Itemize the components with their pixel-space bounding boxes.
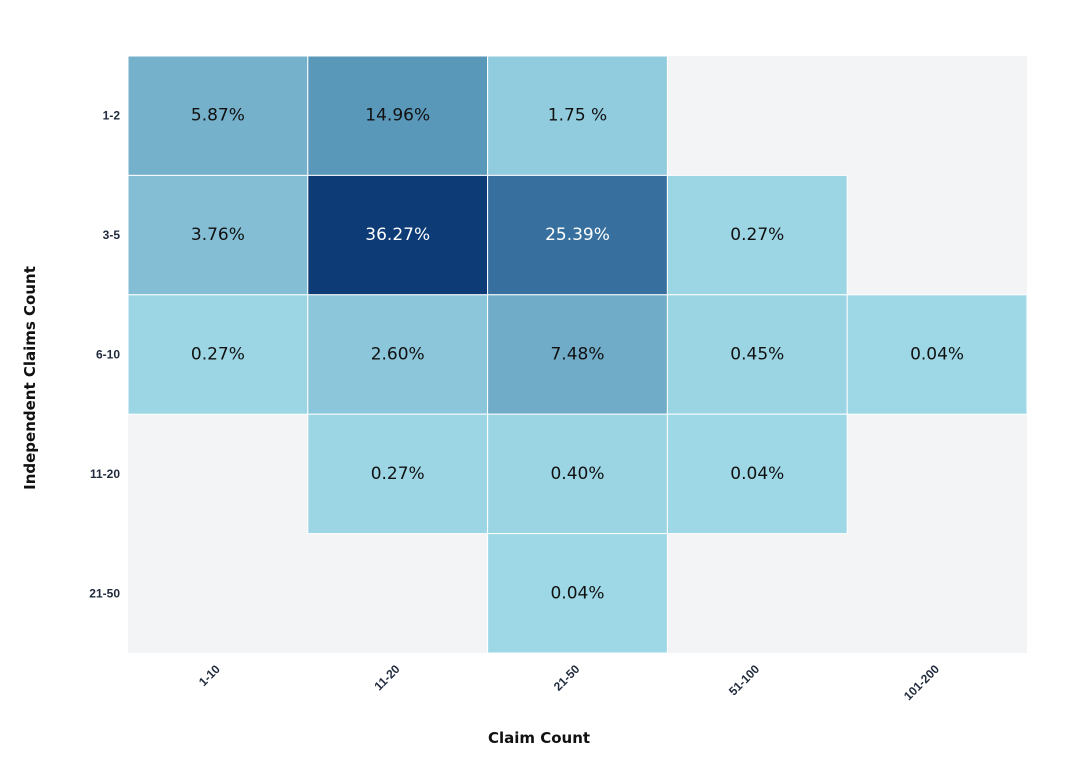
y-tick-label: 11-20 bbox=[90, 467, 120, 481]
cell-value-label: 0.45% bbox=[730, 345, 784, 365]
heatmap-cell-21-50-21-50[interactable] bbox=[487, 533, 668, 654]
y-tick-label: 3-5 bbox=[103, 228, 121, 242]
cell-value-label: 0.04% bbox=[910, 345, 964, 365]
cell-value-label: 3.76% bbox=[191, 225, 245, 245]
heatmap-cell-11-20-21-50[interactable] bbox=[487, 413, 668, 535]
cell-value-label: 25.39% bbox=[545, 225, 610, 245]
heatmap-cell-11-20-51-100[interactable] bbox=[666, 413, 848, 535]
cell-value-label: 14.96% bbox=[365, 106, 430, 126]
cell-value-label: 7.48% bbox=[550, 345, 604, 365]
heatmap-cell-11-20-11-20[interactable] bbox=[307, 413, 489, 535]
y-axis-title: Independent Claims Count bbox=[21, 266, 39, 490]
cell-value-label: 0.04% bbox=[730, 464, 784, 484]
y-tick-label: 6-10 bbox=[96, 348, 120, 362]
heatmap-cell-1-2-11-20[interactable] bbox=[307, 55, 489, 176]
heatmap-cell-6-10-21-50[interactable] bbox=[487, 294, 668, 415]
cell-value-label: 0.27% bbox=[191, 345, 245, 365]
cell-value-label: 5.87% bbox=[191, 106, 245, 126]
y-tick-label: 21-50 bbox=[89, 586, 120, 600]
cell-labels: 5.87% 14.96% 1.75 % 3.76% 36.27% 25.39% 0.27% 0… bbox=[191, 106, 964, 604]
y-tick-label: 1-2 bbox=[103, 109, 121, 123]
cell-value-label: 0.27% bbox=[730, 225, 784, 245]
cell-value-label: 1.75 % bbox=[548, 106, 607, 126]
heatmap-cell-1-2-1-10[interactable] bbox=[127, 55, 309, 176]
heatmap-cell-3-5-1-10[interactable] bbox=[127, 174, 309, 296]
x-axis-title: Claim Count bbox=[488, 729, 590, 747]
heatmap-cell-1-2-21-50[interactable] bbox=[487, 55, 668, 176]
x-axis-ticks: 1-10 11-20 21-50 51-100 101-200 bbox=[196, 662, 942, 703]
heatmap-cell-6-10-1-10[interactable] bbox=[127, 294, 309, 415]
cell-value-label: 0.27% bbox=[371, 464, 425, 484]
cell-value-label: 36.27% bbox=[365, 225, 430, 245]
heatmap-cell-6-10-11-20[interactable] bbox=[307, 294, 489, 415]
cell-value-label: 0.04% bbox=[550, 583, 604, 603]
x-tick-label: 21-50 bbox=[551, 662, 583, 694]
x-tick-label: 11-20 bbox=[372, 662, 403, 693]
x-tick-label: 1-10 bbox=[196, 662, 223, 689]
heatmap-cells bbox=[127, 55, 1028, 654]
x-tick-label: 101-200 bbox=[901, 662, 942, 703]
y-axis-ticks: 1-2 3-5 6-10 11-20 21-50 bbox=[89, 109, 120, 601]
cell-value-label: 0.40% bbox=[550, 464, 604, 484]
heatmap-cell-6-10-101-200[interactable] bbox=[846, 294, 1028, 415]
cell-value-label: 2.60% bbox=[371, 345, 425, 365]
x-tick-label: 51-100 bbox=[726, 662, 763, 699]
heatmap-cell-3-5-51-100[interactable] bbox=[666, 174, 848, 296]
